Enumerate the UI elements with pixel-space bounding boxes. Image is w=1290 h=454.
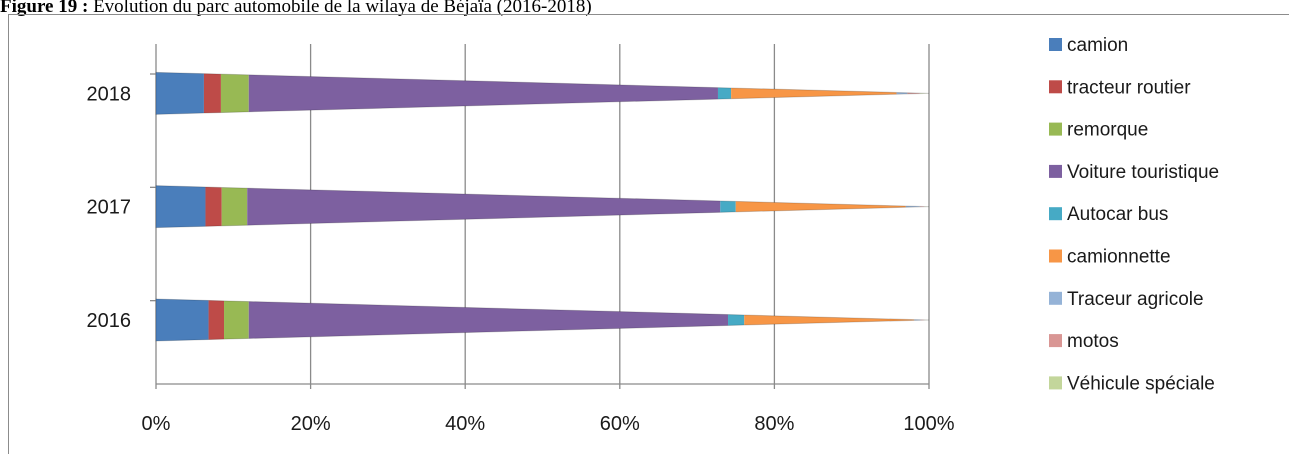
bar-segment-tracteur-routier-2016 [209,300,224,339]
legend-label-camionnette: camionnette [1067,247,1171,268]
legend-swatch-traceur-agricole [1049,292,1062,305]
legend-label-v-hicule-sp-ciale: Véhicule spéciale [1067,373,1215,394]
bar-segment-camion-2018 [156,72,204,114]
legend-label-voiture-touristique: Voiture touristique [1067,162,1219,183]
x-tick-label: 60% [600,413,640,435]
bar-segment-remorque-2016 [224,301,249,339]
bar-segment-voiture-touristique-2016 [249,302,728,339]
legend-label-traceur-agricole: Traceur agricole [1067,289,1204,310]
bar-segment-voiture-touristique-2017 [247,188,720,225]
x-tick-label: 80% [754,413,794,435]
legend-label-remorque: remorque [1067,120,1148,141]
x-tick-label: 40% [445,413,485,435]
legend-label-motos: motos [1067,331,1119,352]
legend-label-camion: camion [1067,35,1128,56]
x-tick-label: 20% [291,413,331,435]
bar-segment-remorque-2017 [222,187,248,225]
bar-segment-autocar-bus-2018 [718,88,731,99]
legend-swatch-voiture-touristique [1049,165,1062,178]
x-tick-label: 0% [142,413,171,435]
y-tick-label: 2018 [87,83,132,105]
bar-segment-autocar-bus-2016 [728,315,744,326]
bars [156,72,929,341]
bar-segment-tracteur-routier-2018 [204,74,221,113]
legend-label-tracteur-routier: tracteur routier [1067,77,1191,98]
bar-segment-tracteur-routier-2017 [205,187,221,226]
bar-segment-camion-2017 [156,186,205,228]
bar-segment-autocar-bus-2017 [720,201,735,212]
bar-segment-camion-2016 [156,299,209,341]
legend-label-autocar-bus: Autocar bus [1067,204,1168,225]
bar-segment-remorque-2018 [221,74,249,112]
legend-swatch-camionnette [1049,250,1062,263]
bar-segment-voiture-touristique-2018 [249,75,718,112]
bar-segment-camionnette-2018 [731,88,896,99]
legend-swatch-v-hicule-sp-ciale [1049,376,1062,389]
y-tick-label: 2016 [87,310,132,332]
legend-swatch-tracteur-routier [1049,80,1062,93]
bar-segment-camionnette-2017 [736,201,906,212]
legend: camion tracteur routier remorque Voiture to… [1049,35,1219,394]
legend-swatch-camion [1049,38,1062,51]
legend-swatch-remorque [1049,123,1062,136]
legend-swatch-motos [1049,334,1062,347]
legend-swatch-autocar-bus [1049,207,1062,220]
bar-segment-camionnette-2016 [744,315,914,325]
x-tick-label: 100% [903,413,954,435]
y-tick-label: 2017 [87,197,132,219]
